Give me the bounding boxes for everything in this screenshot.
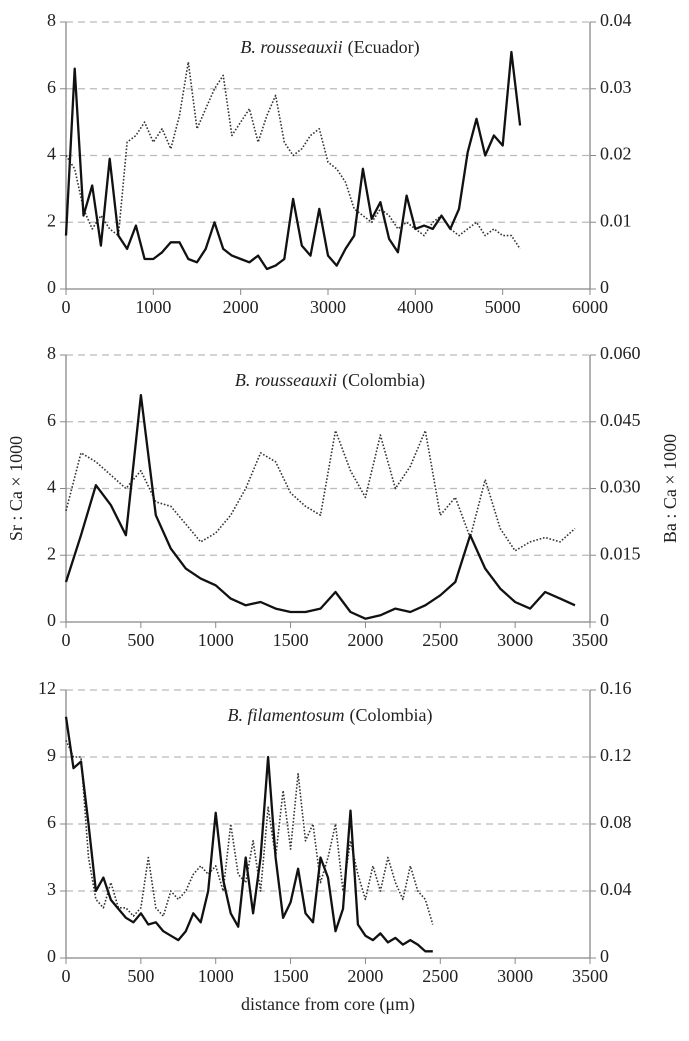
x-axis-label: distance from core (μm) — [241, 994, 415, 1015]
x-tick-label: 1000 — [135, 297, 171, 317]
data-line — [64, 716, 433, 953]
title-origin: (Colombia) — [342, 370, 425, 391]
x-tick-label: 0 — [62, 966, 71, 986]
y2-tick-label: 0.01 — [600, 210, 632, 230]
x-tick-label: 2000 — [347, 966, 383, 986]
data-line — [65, 739, 434, 925]
x-tick-label: 3000 — [497, 966, 533, 986]
data-line — [65, 61, 521, 250]
x-tick-label: 1500 — [273, 966, 309, 986]
x-tick-label: 5000 — [485, 297, 521, 317]
y-tick-label: 6 — [47, 812, 56, 832]
x-tick-label: 1500 — [273, 630, 309, 650]
x-tick-label: 3500 — [572, 630, 608, 650]
y-tick-label: 4 — [47, 144, 56, 164]
y-tick-label: 2 — [47, 210, 56, 230]
x-tick-label: 1000 — [198, 630, 234, 650]
y2-tick-label: 0.030 — [600, 477, 641, 497]
x-tick-label: 2500 — [422, 630, 458, 650]
x-tick-label: 0 — [62, 630, 71, 650]
y2-tick-label: 0.015 — [600, 543, 641, 563]
y2-axis-label: Ba : Ca × 1000 — [660, 434, 680, 543]
y2-tick-label: 0 — [600, 610, 609, 630]
y2-tick-label: 0.16 — [600, 678, 632, 698]
x-tick-label: 500 — [127, 966, 154, 986]
title-species: B. rousseauxii — [240, 37, 342, 57]
y-tick-label: 8 — [47, 10, 56, 30]
y-tick-label: 0 — [47, 610, 56, 630]
y2-tick-label: 0.08 — [600, 812, 632, 832]
title-origin: (Ecuador) — [348, 37, 420, 58]
y-tick-label: 0 — [47, 946, 56, 966]
y2-tick-label: 0.045 — [600, 410, 641, 430]
y-tick-label: 6 — [47, 410, 56, 430]
data-line — [64, 393, 576, 620]
x-tick-label: 3000 — [497, 630, 533, 650]
x-tick-label: 6000 — [572, 297, 608, 317]
y2-tick-label: 0.02 — [600, 144, 632, 164]
x-tick-label: 0 — [62, 297, 71, 317]
y-tick-label: 9 — [47, 745, 56, 765]
x-tick-label: 2000 — [223, 297, 259, 317]
chart-title: B. filamentosum (Colombia) — [228, 705, 433, 726]
data-line — [65, 429, 576, 552]
y-tick-label: 12 — [38, 678, 56, 698]
y2-tick-label: 0.04 — [600, 10, 632, 30]
x-tick-label: 2000 — [347, 630, 383, 650]
y-tick-label: 6 — [47, 77, 56, 97]
x-tick-label: 1000 — [198, 966, 234, 986]
x-tick-label: 2500 — [422, 966, 458, 986]
y2-tick-label: 0 — [600, 946, 609, 966]
x-tick-label: 4000 — [397, 297, 433, 317]
y-axis-label: Sr : Ca × 1000 — [6, 436, 26, 541]
y2-tick-label: 0.060 — [600, 343, 641, 363]
chart-title: B. rousseauxii (Ecuador) — [240, 37, 419, 58]
x-tick-label: 3500 — [572, 966, 608, 986]
y-tick-label: 0 — [47, 277, 56, 297]
y-tick-label: 2 — [47, 543, 56, 563]
y-tick-label: 3 — [47, 879, 56, 899]
y-tick-label: 8 — [47, 343, 56, 363]
title-species: B. filamentosum — [228, 705, 345, 725]
title-origin: (Colombia) — [350, 705, 433, 726]
y2-tick-label: 0 — [600, 277, 609, 297]
x-tick-label: 500 — [127, 630, 154, 650]
y2-tick-label: 0.12 — [600, 745, 632, 765]
chart-title: B. rousseauxii (Colombia) — [235, 370, 425, 391]
x-tick-label: 3000 — [310, 297, 346, 317]
data-line — [64, 50, 522, 271]
title-species: B. rousseauxii — [235, 370, 337, 390]
y-tick-label: 4 — [47, 477, 56, 497]
y2-tick-label: 0.04 — [600, 879, 632, 899]
y2-tick-label: 0.03 — [600, 77, 632, 97]
